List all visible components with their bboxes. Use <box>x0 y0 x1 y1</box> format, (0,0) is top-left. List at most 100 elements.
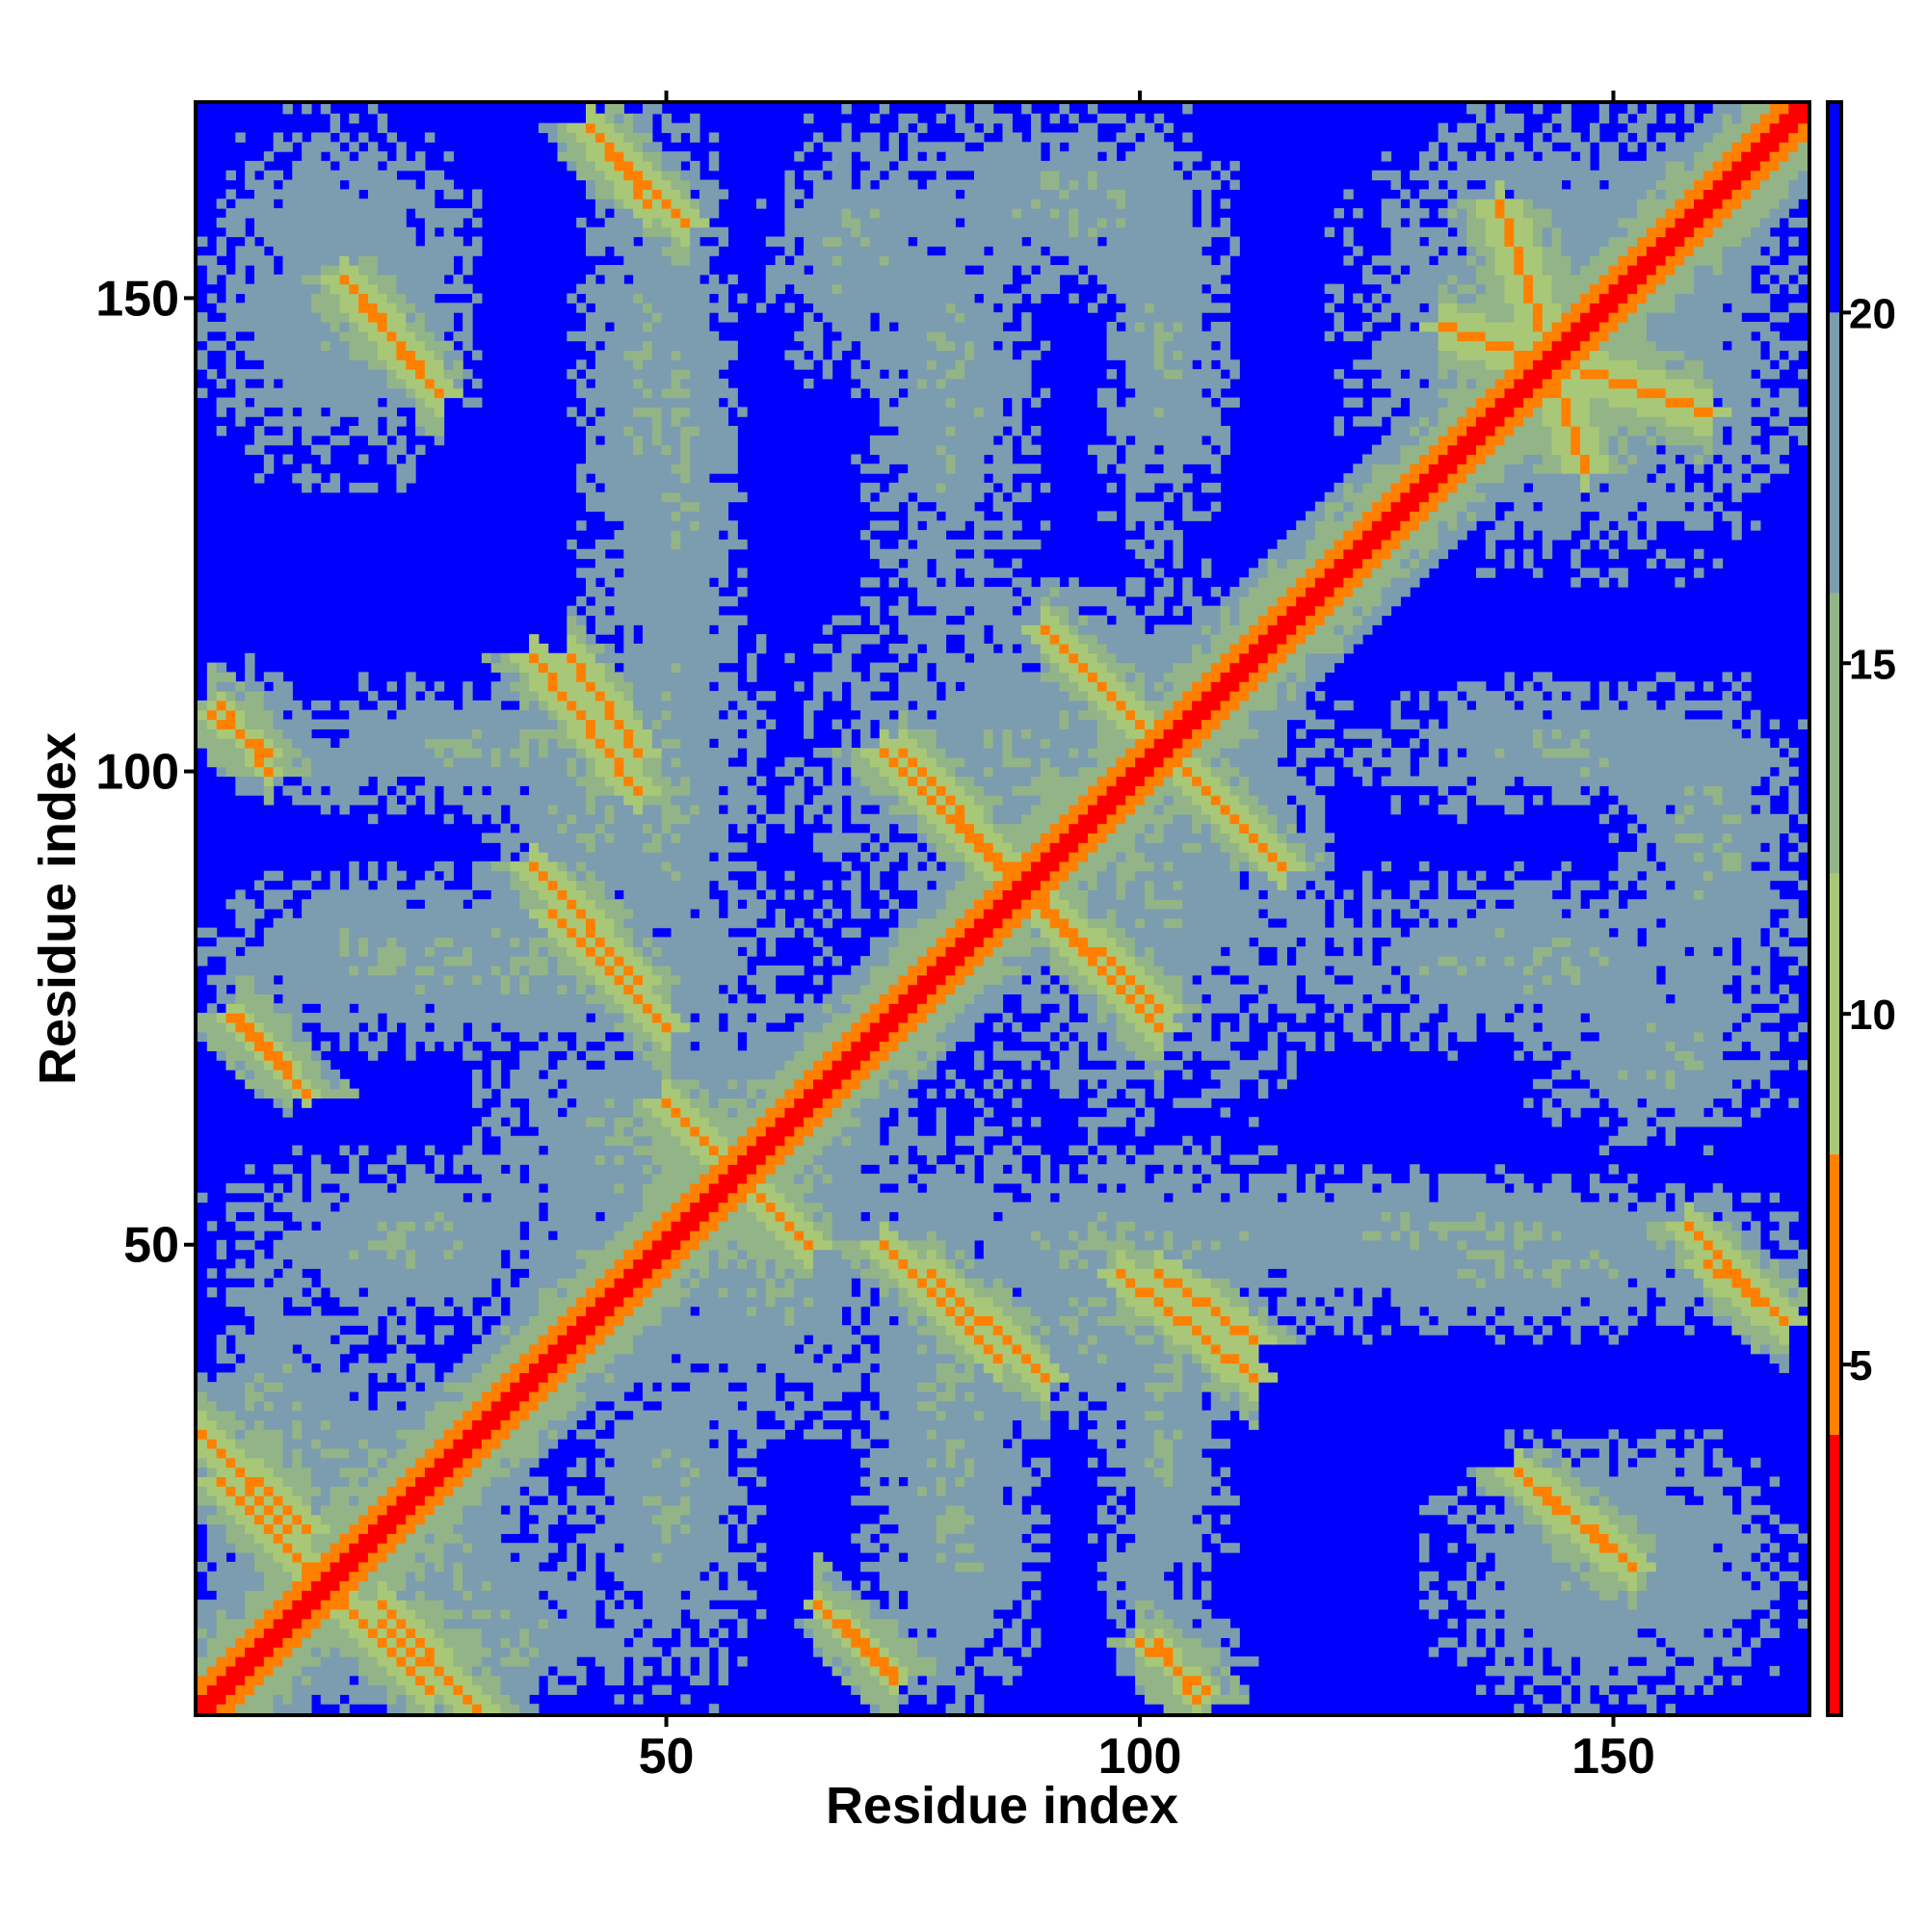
heatmap-cell <box>273 748 284 758</box>
heatmap-cell <box>472 766 483 778</box>
heatmap-cell <box>235 1533 246 1544</box>
heatmap-cell <box>358 1268 369 1279</box>
heatmap-cell <box>302 189 312 199</box>
heatmap-cell <box>310 1410 322 1421</box>
heatmap-cell <box>453 738 463 749</box>
heatmap-cell <box>415 1268 426 1279</box>
heatmap-cell <box>604 1637 616 1648</box>
heatmap-cell <box>302 1221 312 1231</box>
heatmap-cell <box>481 1600 492 1610</box>
heatmap-cell <box>604 1231 616 1241</box>
heatmap-cell <box>586 748 596 758</box>
heatmap-cell <box>349 1258 359 1269</box>
heatmap-cell <box>547 1268 559 1279</box>
heatmap-cell <box>434 407 445 417</box>
heatmap-cell <box>614 728 624 739</box>
heatmap-cell <box>462 1457 473 1469</box>
heatmap-cell <box>500 1135 511 1147</box>
heatmap-cell <box>198 1628 208 1639</box>
heatmap-cell <box>292 1078 303 1090</box>
heatmap-cell <box>253 691 265 701</box>
heatmap-cell <box>490 1268 502 1279</box>
heatmap-cell <box>614 511 624 521</box>
heatmap-cell <box>614 1145 624 1156</box>
heatmap-cell <box>282 435 293 446</box>
heatmap-cell <box>358 1608 369 1620</box>
heatmap-cell <box>406 160 416 172</box>
heatmap-cell <box>273 397 284 408</box>
heatmap-cell <box>434 1400 445 1412</box>
heatmap-cell <box>594 378 606 389</box>
heatmap-cell <box>434 1523 445 1534</box>
heatmap-cell <box>415 880 426 890</box>
heatmap-cell <box>330 1618 341 1629</box>
heatmap-cell <box>462 1211 473 1222</box>
heatmap-cell <box>406 246 416 256</box>
heatmap-cell <box>273 246 284 256</box>
heatmap-cell <box>557 833 568 843</box>
heatmap-cell <box>557 899 568 910</box>
heatmap-cell <box>614 738 624 749</box>
heatmap-cell <box>310 1315 322 1326</box>
heatmap-cell <box>519 1060 530 1071</box>
heatmap-cell <box>529 1410 540 1421</box>
heatmap-cell <box>377 1372 388 1383</box>
heatmap-cell <box>434 974 445 986</box>
heatmap-cell <box>320 1429 331 1440</box>
heatmap-cell <box>235 369 246 380</box>
heatmap-cell <box>462 1249 473 1260</box>
heatmap-cell <box>434 303 445 313</box>
heatmap-cell <box>396 387 407 399</box>
heatmap-cell <box>358 1192 369 1204</box>
heatmap-cell <box>330 274 341 285</box>
heatmap-cell <box>490 946 502 957</box>
heatmap-cell <box>586 804 596 815</box>
heatmap-cell <box>614 265 624 276</box>
heatmap-cell <box>245 1078 255 1090</box>
heatmap-cell <box>302 1504 312 1516</box>
heatmap-cell <box>490 965 502 976</box>
heatmap-cell <box>377 974 388 986</box>
heatmap-cell <box>604 1447 616 1459</box>
heatmap-cell <box>377 340 388 352</box>
heatmap-cell <box>235 1429 246 1440</box>
heatmap-cell <box>443 889 454 900</box>
heatmap-cell <box>415 350 426 360</box>
heatmap-cell <box>614 283 624 295</box>
heatmap-cell <box>490 1125 502 1137</box>
heatmap-cell <box>510 1608 520 1620</box>
heatmap-cell <box>510 1410 520 1421</box>
heatmap-cell <box>567 1221 577 1231</box>
heatmap-cell <box>576 1372 587 1383</box>
heatmap-cell <box>519 1154 530 1165</box>
heatmap-cell <box>472 1315 483 1326</box>
heatmap-cell <box>273 189 284 199</box>
heatmap-cell <box>302 1514 312 1525</box>
heatmap-cell <box>396 217 407 228</box>
heatmap-cell <box>415 283 426 295</box>
heatmap-cell <box>367 1618 379 1629</box>
heatmap-cell <box>594 1353 606 1364</box>
heatmap-cell <box>529 1249 540 1260</box>
heatmap-cell <box>320 1278 331 1288</box>
heatmap-cell <box>510 1182 520 1194</box>
heatmap-cell <box>472 728 483 739</box>
heatmap-cell <box>253 1013 265 1023</box>
heatmap-cell <box>434 1021 445 1033</box>
heatmap-cell <box>576 700 587 711</box>
heatmap-cell <box>302 1628 312 1639</box>
heatmap-cell <box>367 303 379 313</box>
heatmap-cell <box>330 1070 341 1080</box>
heatmap-cell <box>604 852 616 862</box>
heatmap-cell <box>614 956 624 966</box>
heatmap-cell <box>263 728 275 739</box>
heatmap-cell <box>576 1070 587 1080</box>
heatmap-cell <box>557 1353 568 1364</box>
heatmap-cell <box>339 217 350 228</box>
heatmap-cell <box>586 1192 596 1204</box>
heatmap-cell <box>406 993 416 1004</box>
heatmap-cell <box>415 1543 426 1553</box>
heatmap-cell <box>604 482 616 493</box>
heatmap-cell <box>472 1600 483 1610</box>
heatmap-cell <box>415 927 426 939</box>
